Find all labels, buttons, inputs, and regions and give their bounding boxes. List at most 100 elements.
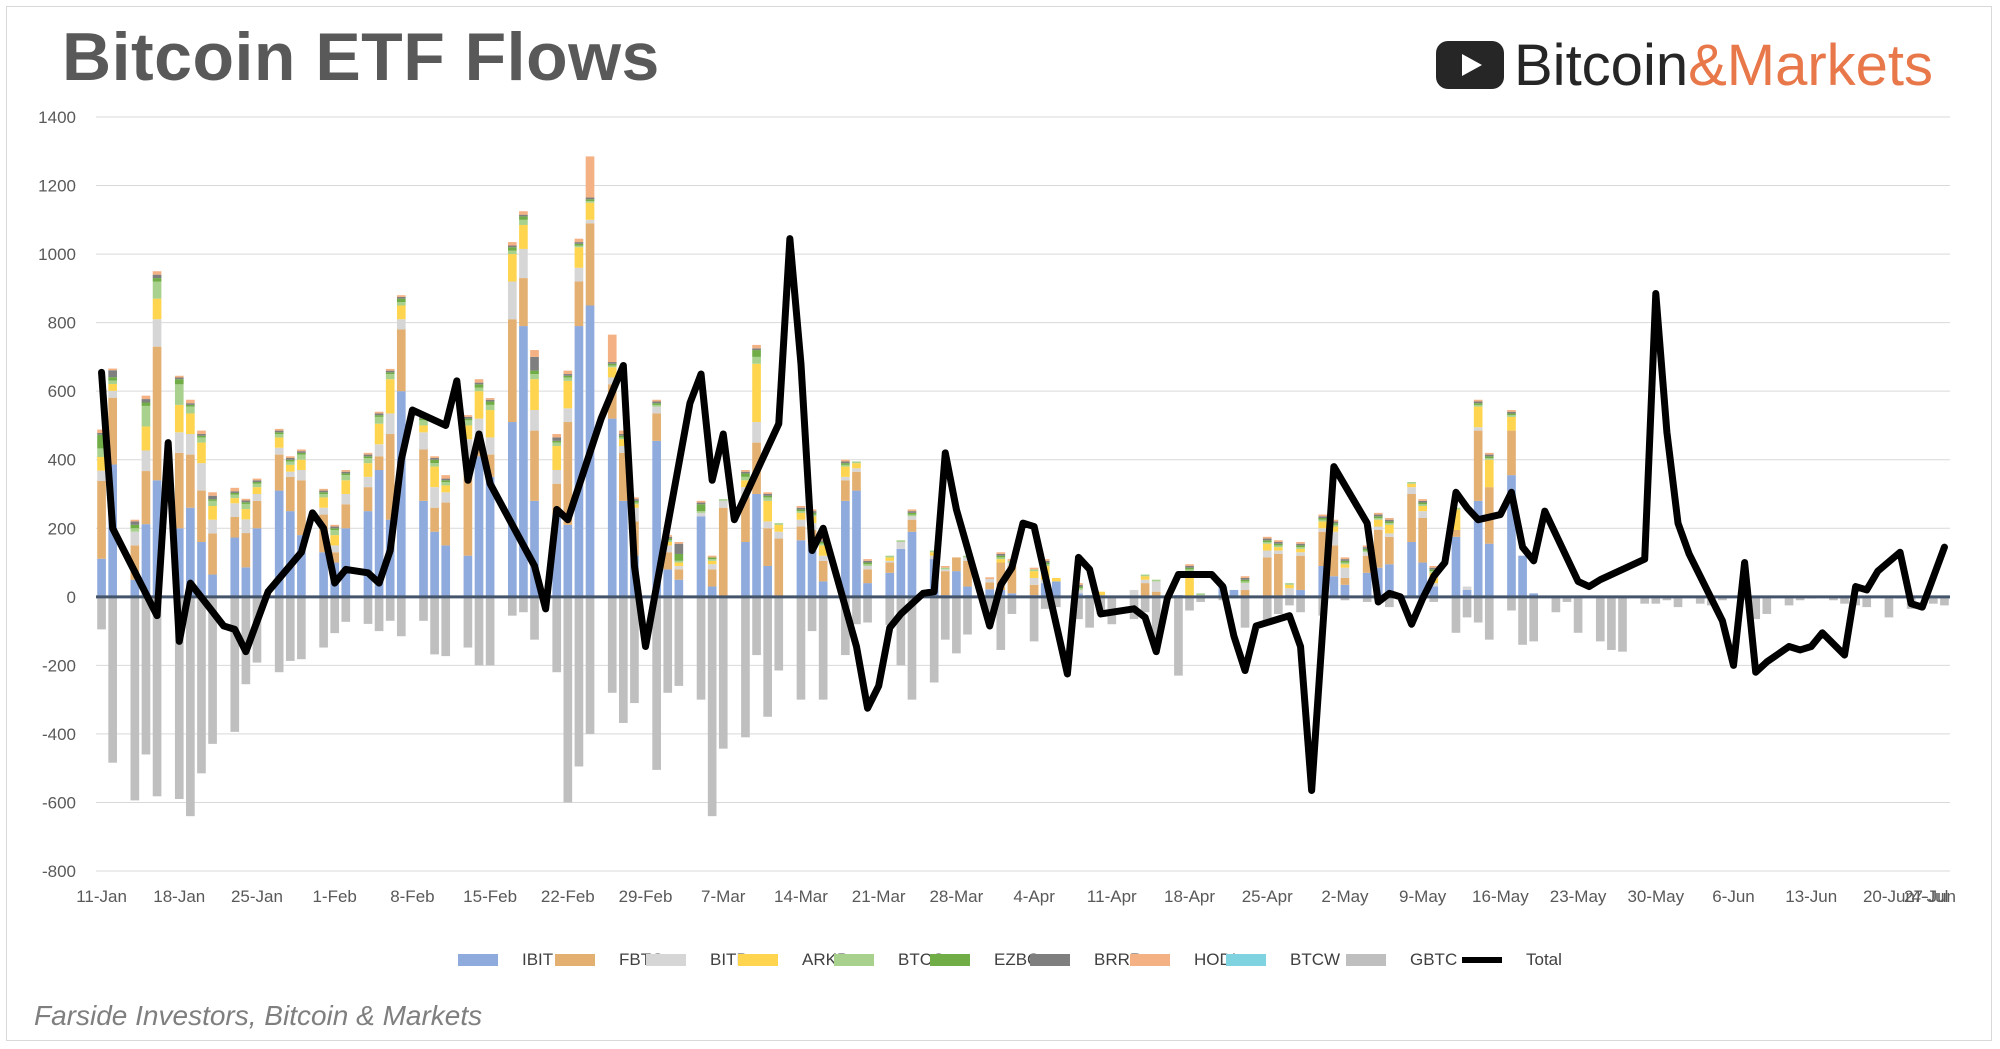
bar-gbtc [1140, 596, 1150, 613]
bar-gbtc [741, 596, 750, 738]
bar-bitb [607, 377, 617, 385]
bar-ezbc [1296, 545, 1305, 548]
bar-brrr [330, 526, 340, 529]
bar-bitb [507, 281, 517, 320]
bar-arkb [1285, 584, 1294, 589]
bar-ezbc [241, 502, 251, 504]
bar-bitb [1296, 552, 1305, 556]
bar-fbtc [741, 497, 750, 542]
bar-gbtc [841, 596, 850, 656]
y-tick-label: 1200 [38, 177, 76, 196]
y-tick-label: 800 [48, 314, 76, 333]
bar-fbtc [1507, 430, 1516, 476]
bar-fbtc [530, 430, 539, 501]
bar-brrr [208, 495, 217, 500]
bar-brrr [863, 560, 872, 563]
bar-arkb [752, 363, 761, 423]
bar-brrr [441, 478, 451, 481]
bar-ibit [197, 541, 206, 597]
bar-btco [1274, 545, 1283, 548]
bar-brrr [563, 374, 573, 376]
bar-gbtc [807, 596, 817, 632]
bar-ibit [952, 571, 961, 597]
bar-gbtc [174, 596, 184, 800]
bar-btco [363, 458, 373, 464]
bar-ibit [552, 514, 562, 597]
bar-gbtc [607, 596, 617, 693]
bar-ibit [1051, 581, 1061, 597]
bar-ezbc [197, 435, 206, 438]
bar-brrr [741, 471, 750, 474]
bar-gbtc [319, 596, 328, 648]
bar-ezbc [507, 247, 517, 251]
bar-hodl [1429, 565, 1439, 568]
bar-btco [1296, 547, 1305, 549]
bar-btco [652, 404, 661, 407]
bar-ibit [297, 535, 306, 597]
bar-gbtc [652, 596, 661, 770]
bar-fbtc [619, 452, 628, 501]
bar-btco [419, 420, 428, 426]
bar-arkb [707, 560, 717, 565]
bar-hodl [297, 449, 306, 452]
bar-gbtc [519, 596, 528, 613]
bar-hodl [374, 411, 384, 414]
bar-btco [996, 557, 1006, 560]
bar-btco [674, 560, 684, 563]
bar-bitb [885, 560, 895, 563]
legend-swatch-gbtc [1346, 954, 1386, 966]
bar-fbtc [1418, 517, 1427, 563]
bar-fbtc [1007, 565, 1017, 594]
bar-btco [230, 494, 240, 499]
bar-fbtc [174, 452, 184, 529]
bar-btco [1196, 593, 1205, 596]
bar-fbtc [186, 454, 195, 508]
bar-bitb [419, 432, 428, 450]
bar-bitb [363, 476, 373, 488]
bar-arkb [1407, 483, 1416, 488]
x-tick-label: 30-May [1627, 887, 1684, 906]
y-tick-label: -200 [42, 656, 76, 675]
bar-bitb [208, 519, 217, 534]
bar-bitb [1029, 577, 1039, 585]
bar-ibit [674, 579, 684, 597]
bar-ibit [1518, 555, 1527, 597]
bar-fbtc [985, 582, 995, 590]
bar-ezbc [630, 500, 639, 503]
total-line [98, 235, 1948, 794]
bar-hodl [563, 370, 573, 375]
bar-gbtc [274, 596, 284, 673]
legend-swatch-brrr [1030, 954, 1070, 966]
bar-ezbc [441, 480, 451, 483]
bar-arkb [1296, 548, 1305, 553]
bar-btco [197, 437, 206, 443]
bar-ibit [252, 528, 262, 597]
bar-arkb [1096, 591, 1106, 596]
bar-ezbc [796, 509, 806, 512]
bar-btco [696, 511, 706, 513]
bar-brrr [607, 362, 617, 364]
bar-brrr [507, 245, 517, 248]
bar-ibit [1407, 541, 1416, 597]
bar-hodl [863, 559, 872, 561]
bar-bitb [1373, 526, 1383, 530]
bar-ezbc [430, 459, 439, 464]
bar-bitb [385, 413, 395, 435]
bar-fbtc [718, 507, 728, 597]
bar-arkb [419, 425, 428, 433]
play-icon [1436, 41, 1504, 89]
bar-ibit [1462, 589, 1472, 597]
bar-bitb [330, 545, 340, 553]
bar-gbtc [1240, 596, 1250, 628]
bar-btco [396, 302, 406, 306]
bar-arkb [563, 380, 573, 409]
bar-ezbc [1262, 540, 1272, 542]
bar-fbtc [1140, 583, 1150, 597]
bar-brrr [285, 458, 295, 460]
x-tick-label: 20-Jun [1863, 887, 1915, 906]
bar-arkb [108, 383, 117, 391]
bar-bitb [1429, 583, 1439, 587]
bar-ezbc [252, 482, 262, 484]
bar-gbtc [396, 596, 406, 637]
bar-hodl [130, 519, 140, 522]
